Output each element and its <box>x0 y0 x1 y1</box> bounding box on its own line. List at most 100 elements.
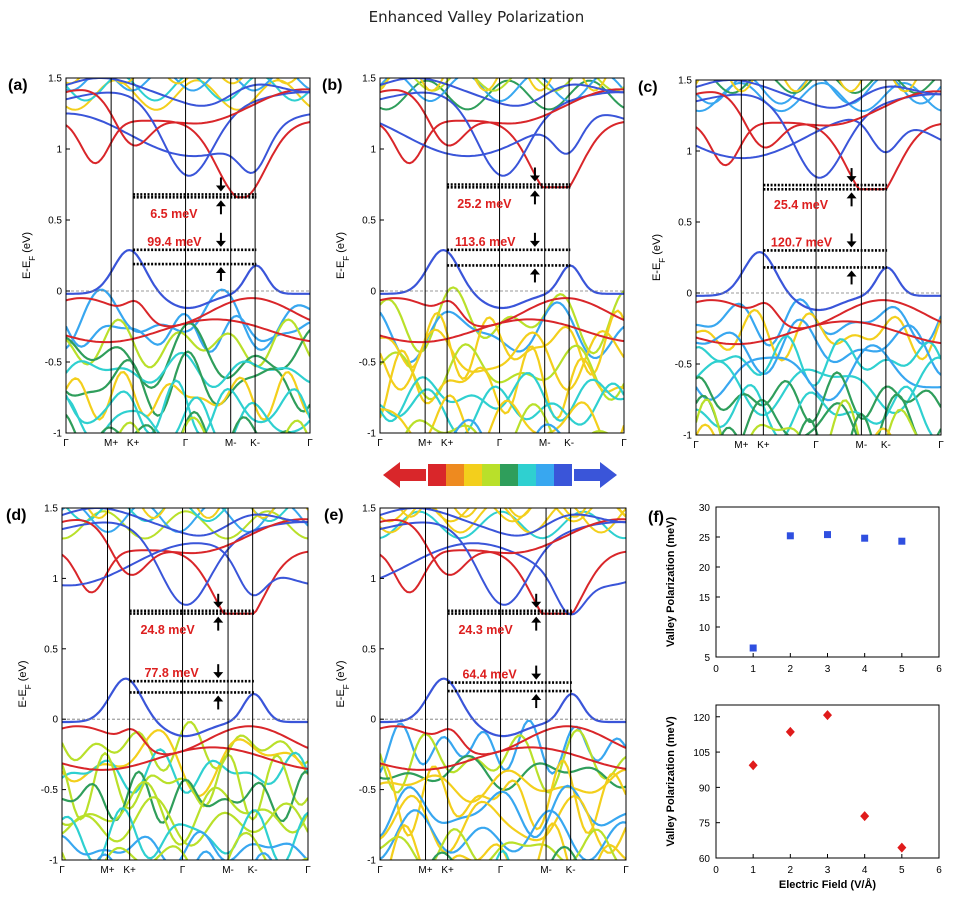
conduction-band <box>380 542 626 616</box>
x-tick-label: 6 <box>936 865 942 876</box>
panel-label: (c) <box>638 79 658 96</box>
high-band <box>62 510 308 540</box>
kpoint-label: M- <box>540 865 552 876</box>
y-tick-label: 1.5 <box>48 74 62 85</box>
data-point <box>786 532 794 540</box>
kpoint-label: Γ <box>813 440 819 451</box>
left-arrow-icon <box>383 462 426 488</box>
data-point <box>860 811 870 822</box>
data-point <box>785 726 795 737</box>
valley-polarization-cb-label: 24.3 meV <box>458 623 513 637</box>
valence-band <box>696 334 941 387</box>
valley-polarization-vb-label: 99.4 meV <box>147 235 202 249</box>
band-curves <box>380 508 626 860</box>
kpoint-label: M+ <box>104 438 118 449</box>
kpoint-label: K+ <box>441 865 454 876</box>
valence-band <box>696 398 918 435</box>
valence-band <box>696 344 941 402</box>
y-tick-label: 0.5 <box>362 644 376 655</box>
y-tick-label: -1 <box>683 431 692 442</box>
valence-band <box>62 830 308 860</box>
band-curves <box>696 80 941 435</box>
high-band <box>380 508 626 534</box>
spin-arrow-head <box>529 240 540 247</box>
high-band <box>66 78 310 92</box>
valley-polarization-cb-label: 25.4 meV <box>774 198 829 212</box>
y-tick-label: -0.5 <box>45 358 63 369</box>
kpoint-label: M+ <box>100 865 114 876</box>
band-structure-panels: -1 -0.5 0 0.5 1 1.5 Γ M+ K+ Γ M- K- Γ E-EF (eV) (a) 6.5… <box>6 74 944 877</box>
scale-swatch <box>536 464 554 486</box>
x-tick-label: 6 <box>936 664 942 675</box>
kpoint-label: K+ <box>757 440 770 451</box>
panel-frame <box>61 507 309 861</box>
kpoint-label: Γ <box>623 865 629 876</box>
kpoint-label: M- <box>856 440 868 451</box>
data-point <box>823 710 832 721</box>
valley-polarization-plot-1: 0 1 2 3 4 5 6 5 10 15 20 25 30 Valley Polarization (m… <box>665 503 942 675</box>
y-tick-label: 1.5 <box>44 504 58 515</box>
y-tick-label: 1 <box>52 574 58 585</box>
spin-arrow-head <box>531 694 542 701</box>
kpoint-label: Γ <box>693 440 699 451</box>
y-axis-label: E-EF (eV) <box>335 232 351 279</box>
data-point <box>861 534 869 542</box>
valence-band <box>118 416 308 433</box>
y-axis-label: Valley Polarization (meV) <box>665 716 677 847</box>
valence-band-red <box>380 318 624 344</box>
conduction-band <box>66 112 310 175</box>
valence-band <box>696 383 941 435</box>
band-panel-b: -1 -0.5 0 0.5 1 1.5 Γ M+ K+ Γ M- K- Γ E-EF (eV) (b) 25.… <box>322 74 627 450</box>
y-tick-label: 0 <box>686 289 692 300</box>
valence-band <box>62 770 308 824</box>
high-band <box>380 78 624 103</box>
valley-polarization-vb-label: 113.6 meV <box>455 235 516 249</box>
valence-band <box>380 759 626 837</box>
color-scale-bar <box>383 462 617 488</box>
kpoint-label: K+ <box>123 865 136 876</box>
valence-band <box>380 343 624 401</box>
y-axis-label: E-EF (eV) <box>17 660 33 707</box>
y-tick-label: -0.5 <box>359 358 377 369</box>
valence-band <box>66 410 293 433</box>
kpoint-label: K- <box>564 438 574 449</box>
panel-frame <box>65 77 311 434</box>
valence-band <box>696 393 941 435</box>
y-tick-label: 5 <box>704 653 710 664</box>
valley-polarization-vb-label: 64.4 meV <box>462 668 517 682</box>
panel-frame <box>379 507 627 861</box>
valence-band <box>696 423 892 435</box>
band-curves <box>66 78 310 433</box>
spin-arrow-head <box>213 695 224 702</box>
conduction-band <box>62 518 308 576</box>
high-band <box>712 80 936 95</box>
kpoint-label: Γ <box>497 438 503 449</box>
spin-arrow-head <box>846 176 857 183</box>
x-tick-label: 2 <box>788 664 794 675</box>
valence-band <box>380 768 626 804</box>
valence-band <box>66 288 310 352</box>
y-tick-label: 1 <box>686 147 692 158</box>
kpoint-label: Γ <box>307 438 313 449</box>
kpoint-label: K+ <box>441 438 454 449</box>
y-tick-label: 0.5 <box>44 644 58 655</box>
valence-band <box>380 794 626 854</box>
panel-frame <box>379 77 625 434</box>
y-tick-label: 15 <box>699 593 711 604</box>
valence-band-top <box>696 250 941 312</box>
y-tick-label: 0 <box>52 715 58 726</box>
valence-band <box>380 728 626 794</box>
conduction-band <box>380 88 624 147</box>
x-tick-label: 0 <box>713 664 719 675</box>
spin-arrow-head <box>531 601 542 608</box>
valence-band-top <box>380 248 624 310</box>
band-panel-d: -1 -0.5 0 0.5 1 1.5 Γ M+ K+ Γ M- K- Γ E-EF (eV) (d) 24.… <box>6 504 311 877</box>
valence-band-top <box>380 677 626 738</box>
y-tick-label: -0.5 <box>41 785 59 796</box>
kpoint-label: M- <box>222 865 234 876</box>
kpoint-label: K+ <box>127 438 140 449</box>
y-tick-label: -1 <box>53 429 62 440</box>
valence-band <box>62 807 308 860</box>
valence-band <box>696 318 941 376</box>
spin-arrow-head <box>529 175 540 182</box>
